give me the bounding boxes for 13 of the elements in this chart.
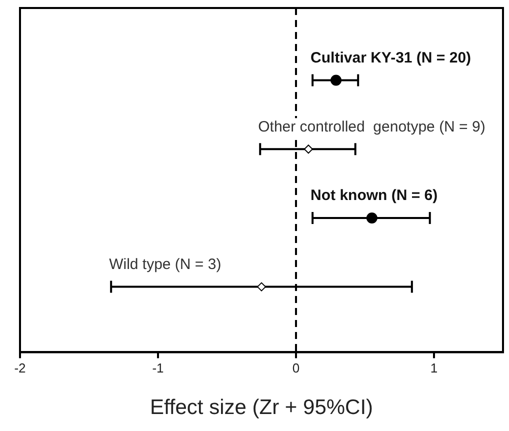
x-tick-label: -2 [14,360,26,376]
point [257,282,266,292]
point [366,212,378,224]
point [304,144,313,154]
x-axis-title: Effect size (Zr + 95%CI) [150,396,374,420]
x-tick-label: 1 [430,360,438,376]
y-tick-label: Wild type (N = 3) [109,256,222,273]
point [330,74,342,86]
x-tick-label: -1 [152,360,164,376]
y-tick-label: Cultivar KY-31 (N = 20) [310,49,472,66]
x-tick-label: 0 [292,360,300,376]
y-tick-label: Other controlled genotype (N = 9) [258,118,486,136]
y-tick-label: Not known (N = 6) [310,187,438,204]
